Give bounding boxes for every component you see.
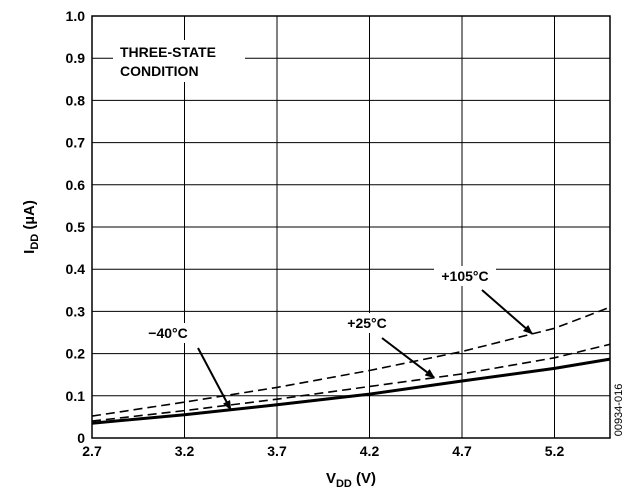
series-label-bg-2 (434, 266, 496, 286)
annotation-box-background (113, 40, 245, 82)
x-tick-label: 5.2 (545, 443, 565, 459)
y-axis-label-unit: (µA) (21, 200, 38, 234)
series-labels: −40°C +25°C +105°C (141, 266, 534, 411)
x-axis-label: VDD (V) (326, 470, 376, 489)
annotation-line-2: CONDITION (120, 63, 199, 79)
annotation-line-1: THREE-STATE (120, 44, 216, 60)
series-label-bg-1 (340, 313, 394, 333)
series-line-2 (91, 357, 611, 425)
y-tick-label: 0 (77, 430, 85, 446)
plot-frame (91, 15, 611, 439)
y-tick-label: 0.4 (66, 261, 86, 277)
series-label-arrow-0 (197, 347, 232, 411)
y-tick-label: 0.8 (66, 92, 86, 108)
series-label-arrow-1 (381, 337, 436, 379)
x-axis-label-unit: (V) (352, 470, 376, 487)
y-tick-label: 0.6 (66, 177, 86, 193)
series-label-2: +105°C (441, 268, 488, 284)
tick-labels: 2.7 3.2 3.7 4.2 4.7 5.2 0 0.1 0.2 0.3 0.4 0.5 0.6 0.7… (66, 8, 565, 459)
x-tick-label: 4.2 (360, 443, 380, 459)
series-line-1 (91, 343, 611, 422)
annotation-box: THREE-STATE CONDITION (113, 40, 245, 82)
y-tick-label: 0.1 (66, 388, 86, 404)
series-label-1: +25°C (347, 315, 386, 331)
y-axis-label-sub: DD (29, 234, 41, 250)
y-tick-label: 0.3 (66, 303, 86, 319)
figure-id: 00934-016 (613, 384, 625, 437)
x-axis-label-main: V (326, 470, 336, 487)
y-tick-label: 1.0 (66, 8, 86, 24)
series-label-arrow-2 (481, 289, 534, 335)
y-axis-label: IDD (µA) (21, 200, 41, 254)
x-tick-label: 4.7 (452, 443, 472, 459)
series-label-bg-0 (141, 323, 195, 343)
y-tick-label: 0.5 (66, 219, 86, 235)
x-tick-label: 3.7 (267, 443, 287, 459)
y-axis-label-main: I (21, 250, 38, 254)
y-tick-label: 0.7 (66, 135, 86, 151)
x-axis-label-sub: DD (336, 478, 352, 489)
y-tick-label: 0.2 (66, 346, 86, 362)
series-line-0 (91, 306, 611, 417)
series-group (91, 306, 611, 425)
y-tick-label: 0.9 (66, 50, 86, 66)
x-tick-label: 3.2 (175, 443, 195, 459)
series-label-0: −40°C (148, 325, 187, 341)
x-tick-label: 2.7 (82, 443, 102, 459)
